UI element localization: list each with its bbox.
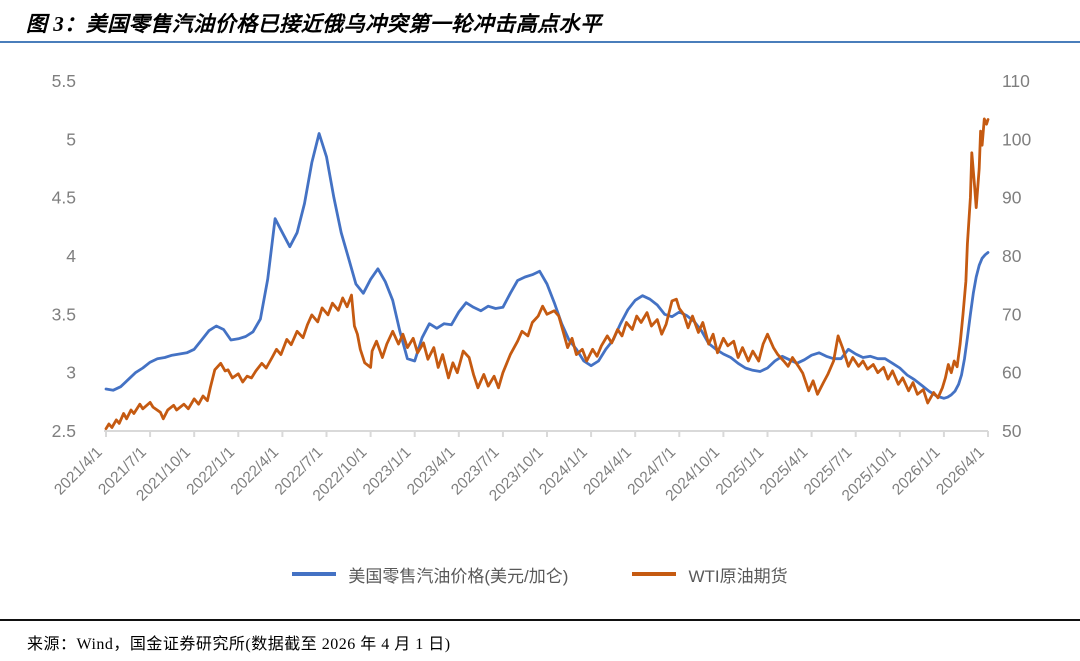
legend-item-wti: WTI原油期货 — [632, 562, 788, 587]
y-left-axis-label: 3 — [66, 363, 76, 383]
gasoline-price-line — [104, 132, 990, 400]
chart-area: 2021/4/1 2021/7/1 2021/10/1 2022/1/1 2022/4/… — [0, 44, 1080, 560]
chart-legend: 美国零售汽油价格(美元/加仑) WTI原油期货 — [0, 560, 1080, 588]
x-axis-label: 2023/4/1 — [404, 444, 459, 499]
y-right-axis-label: 90 — [1002, 188, 1022, 208]
y-left-axis-label: 2.5 — [52, 421, 76, 441]
y-right-axis-label: 80 — [1002, 246, 1022, 266]
y-left-axis-label: 5 — [66, 129, 76, 149]
wti-futures-line — [104, 117, 990, 431]
y-right-axis-label: 70 — [1002, 304, 1022, 324]
y-left-axis-label: 3.5 — [52, 304, 76, 324]
legend-label-wti: WTI原油期货 — [688, 566, 788, 586]
legend-item-gasoline: 美国零售汽油价格(美元/加仑) — [292, 562, 568, 587]
x-axis-label: 2024/1/1 — [536, 444, 591, 499]
y-right-axis-label: 110 — [1002, 71, 1030, 91]
x-axis-label: 2025/4/1 — [757, 444, 812, 499]
x-axis-label: 2022/4/1 — [228, 444, 283, 499]
x-axis-label: 2025/1/1 — [713, 444, 768, 499]
y-right-axis-label: 50 — [1002, 421, 1022, 441]
y-right-axis-label: 60 — [1002, 363, 1022, 383]
chart-title: 图 3：美国零售汽油价格已接近俄乌冲突第一轮冲击高点水平 — [26, 12, 602, 36]
y-right-axis-label: 100 — [1002, 129, 1031, 149]
line-chart: 2021/4/12021/7/12021/10/12022/1/12022/4/… — [51, 71, 1031, 505]
x-axis-label: 2021/4/1 — [51, 444, 106, 499]
x-axis-label: 2023/1/1 — [360, 444, 415, 499]
footer-divider — [0, 619, 1080, 621]
legend-label-gasoline: 美国零售汽油价格(美元/加仑) — [348, 566, 569, 586]
x-axis-label: 2024/4/1 — [580, 444, 635, 499]
title-divider — [0, 41, 1080, 43]
x-axis-label: 2022/1/1 — [183, 444, 238, 499]
x-axis-label: 2026/1/1 — [889, 444, 944, 499]
y-left-axis-label: 4 — [66, 246, 76, 266]
gasoline-line-swatch — [292, 572, 337, 576]
source-note: 来源：Wind，国金证券研究所(数据截至 2026 年 4 月 1 日) — [27, 636, 451, 653]
y-left-axis-label: 5.5 — [52, 71, 76, 91]
y-left-axis-label: 4.5 — [52, 188, 76, 208]
x-axis-label: 2026/4/1 — [933, 444, 988, 499]
wti-line-swatch — [632, 572, 677, 576]
